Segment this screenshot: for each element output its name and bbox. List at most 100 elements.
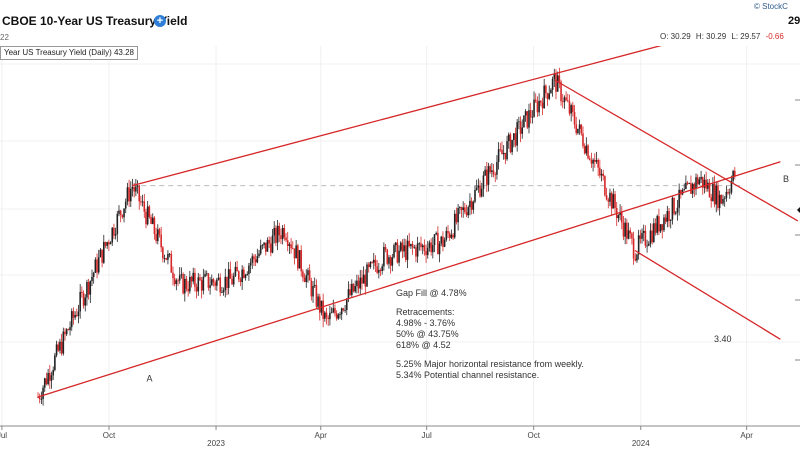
x-tick-label: Jul <box>0 431 7 440</box>
candle-body <box>651 230 653 242</box>
candle-body <box>128 187 130 202</box>
candle-body <box>182 274 184 294</box>
candle-body <box>668 210 670 221</box>
candle-body <box>167 253 169 260</box>
candle-body <box>162 247 164 259</box>
candle-body <box>74 314 76 318</box>
candle-body <box>178 275 181 281</box>
candle-body <box>300 250 303 272</box>
candle-body <box>342 308 345 311</box>
candle-body <box>89 281 92 295</box>
candle-body <box>715 185 718 205</box>
candle-body <box>531 116 534 118</box>
candle-body <box>722 199 724 204</box>
candle-body <box>207 273 210 288</box>
candle-body <box>352 283 355 292</box>
candle-body <box>204 274 206 277</box>
candle-body <box>243 269 245 278</box>
candle-body <box>410 243 412 247</box>
candle-body <box>313 285 316 286</box>
candle-body <box>359 277 362 289</box>
candle-body <box>499 149 502 151</box>
candle-body <box>123 208 125 218</box>
candle-body <box>297 245 299 269</box>
candle-body <box>470 200 473 210</box>
candle-body <box>604 176 606 196</box>
candle-body <box>637 235 640 255</box>
candle-body <box>420 243 422 248</box>
candle-body <box>249 262 252 266</box>
candle-body <box>718 194 721 209</box>
candle-body <box>710 197 713 201</box>
candle-body <box>291 248 294 250</box>
candle-body <box>376 266 378 273</box>
chart-title: CBOE 10-Year US Treasury Yield <box>2 14 188 28</box>
candle-body <box>435 232 437 235</box>
candle-body <box>246 273 249 275</box>
candle-body <box>119 210 122 215</box>
candle-body <box>317 296 319 307</box>
candle-body <box>550 89 552 94</box>
x-tick-label: Apr <box>315 431 328 440</box>
candle-body <box>303 277 306 282</box>
candle-body <box>146 206 149 225</box>
candle-body <box>344 310 346 311</box>
series-legend: Year US Treasury Yield (Daily) 43.28 <box>0 46 138 60</box>
candle-body <box>691 183 694 194</box>
candle-body <box>658 216 660 232</box>
candle-body <box>227 269 230 289</box>
candle-body <box>641 232 643 239</box>
candle-body <box>696 177 699 185</box>
candle-body <box>442 236 444 247</box>
candle-body <box>506 141 508 160</box>
candle-body <box>620 212 623 223</box>
add-icon[interactable]: + <box>154 15 166 27</box>
candle-body <box>114 234 117 236</box>
candle-body <box>199 277 201 281</box>
candle-body <box>388 257 390 264</box>
candle-body <box>612 194 615 209</box>
candle-body <box>486 169 488 185</box>
candle-body <box>644 230 647 246</box>
candle-body <box>263 242 265 245</box>
candle-body <box>231 278 233 285</box>
candle-body <box>38 397 41 400</box>
candle-body <box>138 185 141 202</box>
price-marker-icon <box>797 207 800 213</box>
candle-body <box>42 387 44 399</box>
candle-body <box>448 233 451 238</box>
candle-body <box>669 219 672 221</box>
candle-body <box>141 201 144 203</box>
candle-body <box>239 279 242 282</box>
candle-body <box>533 99 535 117</box>
candle-body <box>539 100 542 103</box>
candle-body <box>183 278 186 294</box>
candle-body <box>617 215 620 219</box>
candle-body <box>253 256 255 260</box>
candle-body <box>416 243 419 257</box>
candle-body <box>50 375 53 381</box>
candle-body <box>683 189 686 190</box>
candle-body <box>590 160 593 164</box>
candle-body <box>686 182 689 184</box>
candle-body <box>406 240 409 260</box>
candle-body <box>116 213 119 235</box>
candle-body <box>572 105 574 112</box>
candle-body <box>698 179 701 185</box>
candle-body <box>111 227 114 243</box>
candle-body <box>720 194 723 204</box>
x-tick-label: Oct <box>103 431 116 440</box>
candle-body <box>678 189 680 208</box>
candle-body <box>551 78 554 90</box>
candle-body <box>345 298 348 311</box>
candle-body <box>717 185 719 209</box>
candle-body <box>413 247 416 249</box>
candle-body <box>543 85 545 109</box>
candle-body <box>457 208 459 223</box>
candle-body <box>701 176 704 188</box>
candle-body <box>367 264 370 267</box>
candle-body <box>626 222 628 239</box>
trendline-channel-upper <box>132 46 662 187</box>
candle-body <box>401 242 404 252</box>
candle-body <box>666 210 669 222</box>
